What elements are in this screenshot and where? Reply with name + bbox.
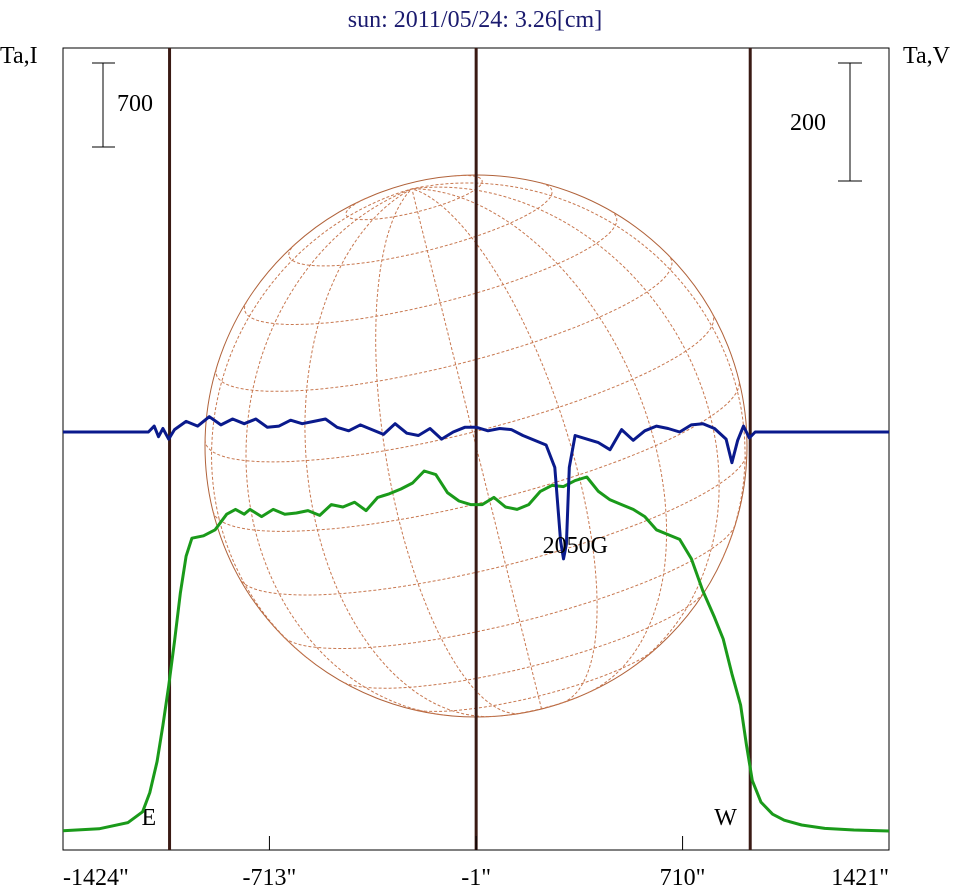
chart-title: sun: 2011/05/24: 3.26[cm] [348,7,602,33]
field-annotation: 2050G [543,533,608,559]
v-scale-bar-label: 200 [790,110,826,136]
grid-line [284,525,736,649]
grid-line [241,454,748,596]
i-scale-bar-label: 700 [117,91,153,117]
series-line-stokes-v [63,415,889,561]
grid-line [411,188,668,694]
grid-line [500,695,581,717]
grid-line [215,255,673,392]
x-tick-label: -1" [461,865,491,891]
grid-line [414,649,655,712]
grid-line [204,313,715,463]
grid-line [375,188,520,715]
x-tick-label: -1424" [63,865,129,891]
grid-line [243,210,618,326]
x-tick-label: 1421" [831,865,889,891]
grid-line [210,188,413,664]
x-axis-ticks: -1424" -713" -1" 710" 1421" [62,836,890,891]
x-tick-label: 710" [660,865,706,891]
v-scale-bar: 200 [790,62,862,182]
left-axis-label: Ta,I [0,43,38,69]
grid-line [411,186,720,670]
grid-line [344,592,704,689]
west-limb-label: W [714,805,737,831]
grid-line [245,188,445,716]
solar-disk-grid [204,174,748,718]
grid-line [411,188,543,710]
x-tick-label: -713" [243,865,297,891]
i-scale-bar: 700 [92,62,153,148]
series-line-stokes-i [62,469,890,833]
right-axis-label: Ta,V [903,43,951,69]
grid-line [411,182,746,562]
grid-line [304,188,494,718]
east-limb-label: E [142,805,157,831]
grid-line [288,182,553,267]
grid-line [411,188,598,704]
